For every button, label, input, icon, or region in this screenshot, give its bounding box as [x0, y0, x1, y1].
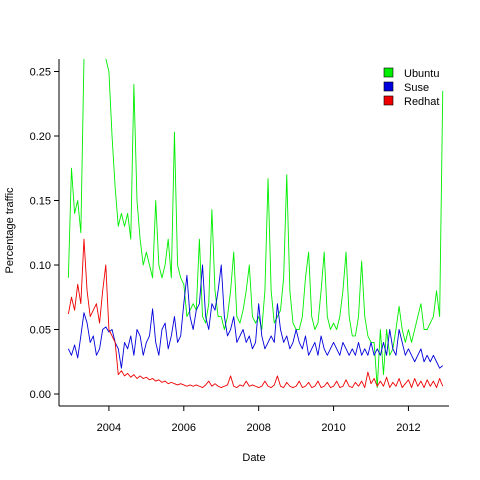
y-tick-label: 0.00 — [30, 389, 51, 401]
legend-swatch-redhat — [383, 95, 394, 106]
y-tick-label: 0.10 — [30, 260, 51, 272]
x-tick-label: 2004 — [97, 422, 121, 434]
series-layer — [67, 59, 444, 388]
y-axis-label: Percentage traffic — [4, 187, 16, 274]
legend: Ubuntu Suse Redhat — [383, 67, 439, 108]
legend-label-ubuntu: Ubuntu — [404, 68, 439, 80]
x-tick-label: 2008 — [246, 422, 270, 434]
y-axis-ticks: 0.00 0.05 0.10 0.15 0.20 0.25 — [30, 67, 59, 401]
legend-label-redhat: Redhat — [404, 96, 439, 108]
y-tick-label: 0.15 — [30, 196, 51, 208]
x-axis-ticks: 2004 2006 2008 2010 2012 — [97, 406, 421, 434]
series-line-suse — [67, 264, 444, 369]
series-line-redhat — [67, 238, 444, 388]
legend-swatch-ubuntu — [383, 67, 394, 78]
x-axis-label: Date — [242, 452, 265, 464]
y-tick-label: 0.05 — [30, 325, 51, 337]
x-tick-label: 2012 — [396, 422, 420, 434]
legend-label-suse: Suse — [404, 82, 429, 94]
axes: 0.00 0.05 0.10 0.15 0.20 0.25 2004 2006 2008 201… — [4, 59, 449, 464]
legend-swatch-suse — [383, 81, 394, 92]
series-line-ubuntu — [67, 59, 444, 388]
y-tick-label: 0.20 — [30, 131, 51, 143]
y-tick-label: 0.25 — [30, 67, 51, 79]
x-tick-label: 2006 — [172, 422, 196, 434]
x-tick-label: 2010 — [321, 422, 345, 434]
